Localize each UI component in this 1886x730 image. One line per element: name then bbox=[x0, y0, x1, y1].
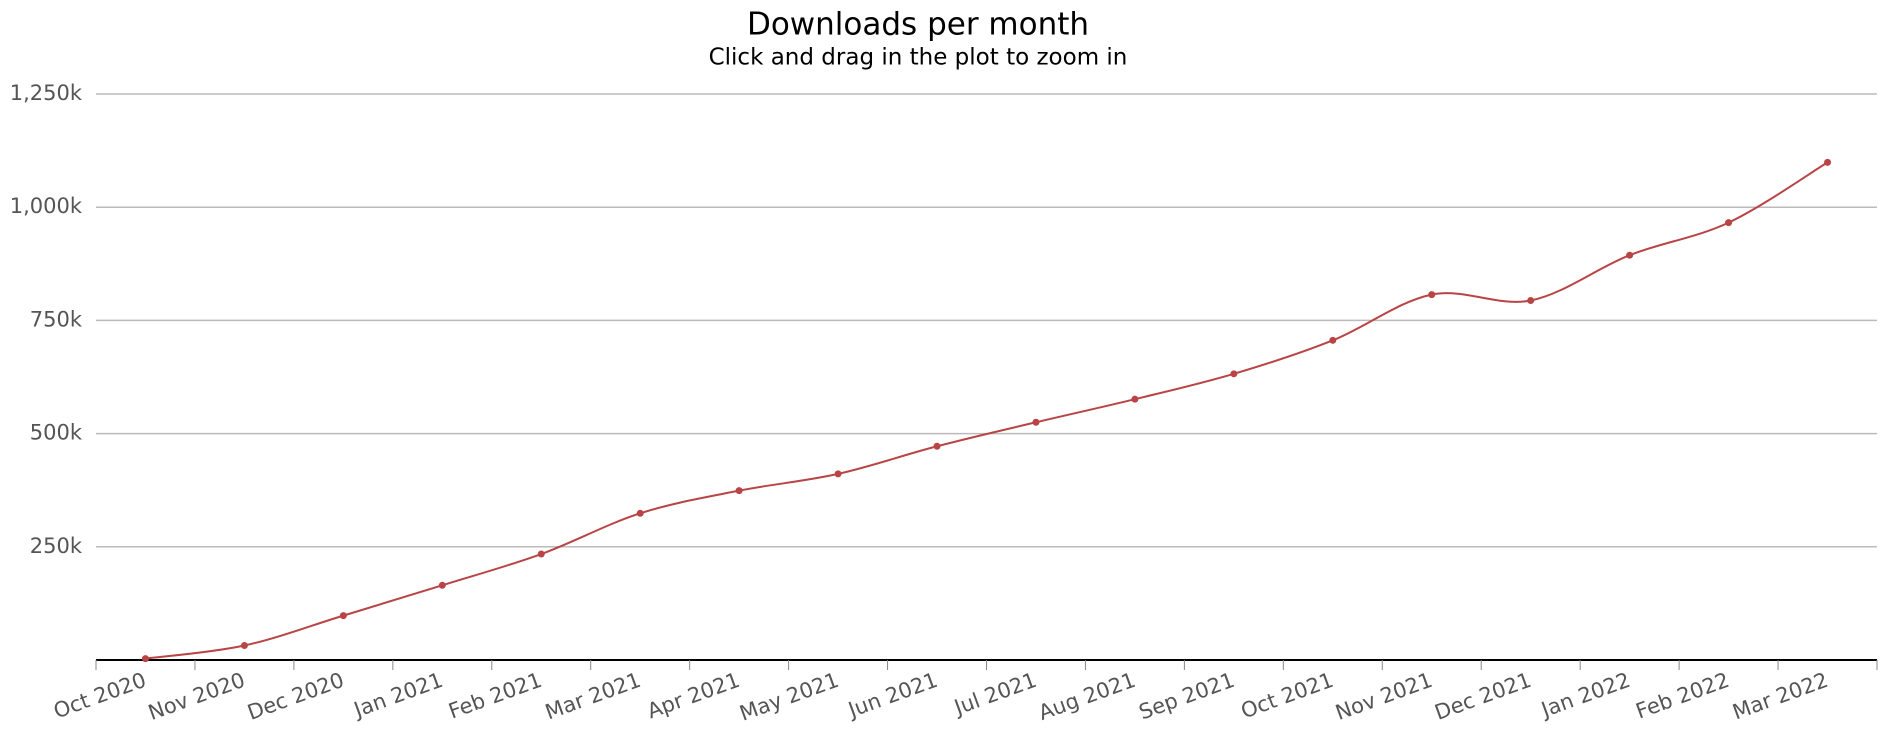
point bbox=[1131, 395, 1139, 403]
point bbox=[240, 642, 248, 650]
y-tick-label: 1,000k bbox=[10, 194, 83, 218]
x-tick-label: Sep 2021 bbox=[1136, 668, 1238, 725]
point bbox=[1230, 370, 1238, 378]
x-tick-label: Jun 2021 bbox=[843, 668, 940, 723]
point bbox=[339, 612, 347, 620]
point bbox=[141, 655, 149, 663]
x-tick-label: Nov 2020 bbox=[145, 668, 248, 725]
y-tick-label: 500k bbox=[30, 421, 83, 445]
point bbox=[438, 581, 446, 589]
chart-subtitle: Click and drag in the plot to zoom in bbox=[709, 45, 1128, 71]
point bbox=[933, 442, 941, 450]
point bbox=[1032, 418, 1040, 426]
x-tick-label: Mar 2022 bbox=[1729, 668, 1831, 725]
point bbox=[1725, 219, 1733, 227]
x-tick-label: Jan 2021 bbox=[349, 668, 446, 723]
point bbox=[735, 487, 743, 495]
x-tick-label: Nov 2021 bbox=[1332, 668, 1435, 725]
point bbox=[1329, 336, 1337, 344]
x-tick-label: Aug 2021 bbox=[1035, 668, 1138, 725]
y-tick-label: 1,250k bbox=[10, 81, 83, 105]
x-tick-label: May 2021 bbox=[736, 668, 842, 726]
x-tick-label: Oct 2020 bbox=[50, 668, 149, 724]
x-tick-label: Dec 2020 bbox=[244, 668, 347, 725]
point bbox=[636, 509, 644, 517]
point bbox=[1527, 296, 1535, 304]
x-tick-label: Feb 2022 bbox=[1633, 668, 1733, 724]
x-tick-label: Dec 2021 bbox=[1432, 668, 1535, 725]
chart-title: Downloads per month bbox=[747, 7, 1089, 43]
x-tick-label: Jul 2021 bbox=[949, 668, 1039, 720]
x-tick-label: Oct 2021 bbox=[1238, 668, 1337, 724]
point bbox=[834, 470, 842, 478]
y-tick-label: 250k bbox=[30, 534, 83, 558]
line bbox=[145, 161, 1829, 660]
point bbox=[1428, 291, 1436, 299]
x-tick-label: Mar 2021 bbox=[542, 668, 644, 725]
point bbox=[537, 550, 545, 558]
point bbox=[1824, 158, 1832, 166]
x-tick-label: Feb 2021 bbox=[445, 668, 545, 724]
x-tick-label: Apr 2021 bbox=[644, 668, 743, 724]
y-tick-label: 750k bbox=[30, 307, 83, 331]
point bbox=[1626, 251, 1634, 259]
x-tick-label: Jan 2022 bbox=[1536, 668, 1633, 723]
